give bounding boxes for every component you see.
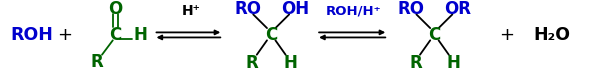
Text: ROH: ROH [11,26,53,44]
Text: C: C [265,26,277,44]
Text: H: H [283,54,298,72]
Text: +: + [499,26,515,44]
Text: ROH/H⁺: ROH/H⁺ [326,4,382,17]
Text: H₂O: H₂O [533,26,571,44]
Text: +: + [58,26,73,44]
Text: O: O [108,0,122,18]
Text: H: H [446,54,461,72]
Text: RO: RO [234,0,261,18]
Text: C: C [428,26,440,44]
Text: R: R [245,54,259,72]
Text: RO: RO [398,0,425,18]
Text: H: H [133,26,147,44]
Text: OR: OR [444,0,472,18]
Text: R: R [91,53,104,71]
Text: C: C [109,26,121,44]
Text: R: R [409,54,422,72]
Text: H⁺: H⁺ [181,4,200,18]
Text: OH: OH [281,0,309,18]
